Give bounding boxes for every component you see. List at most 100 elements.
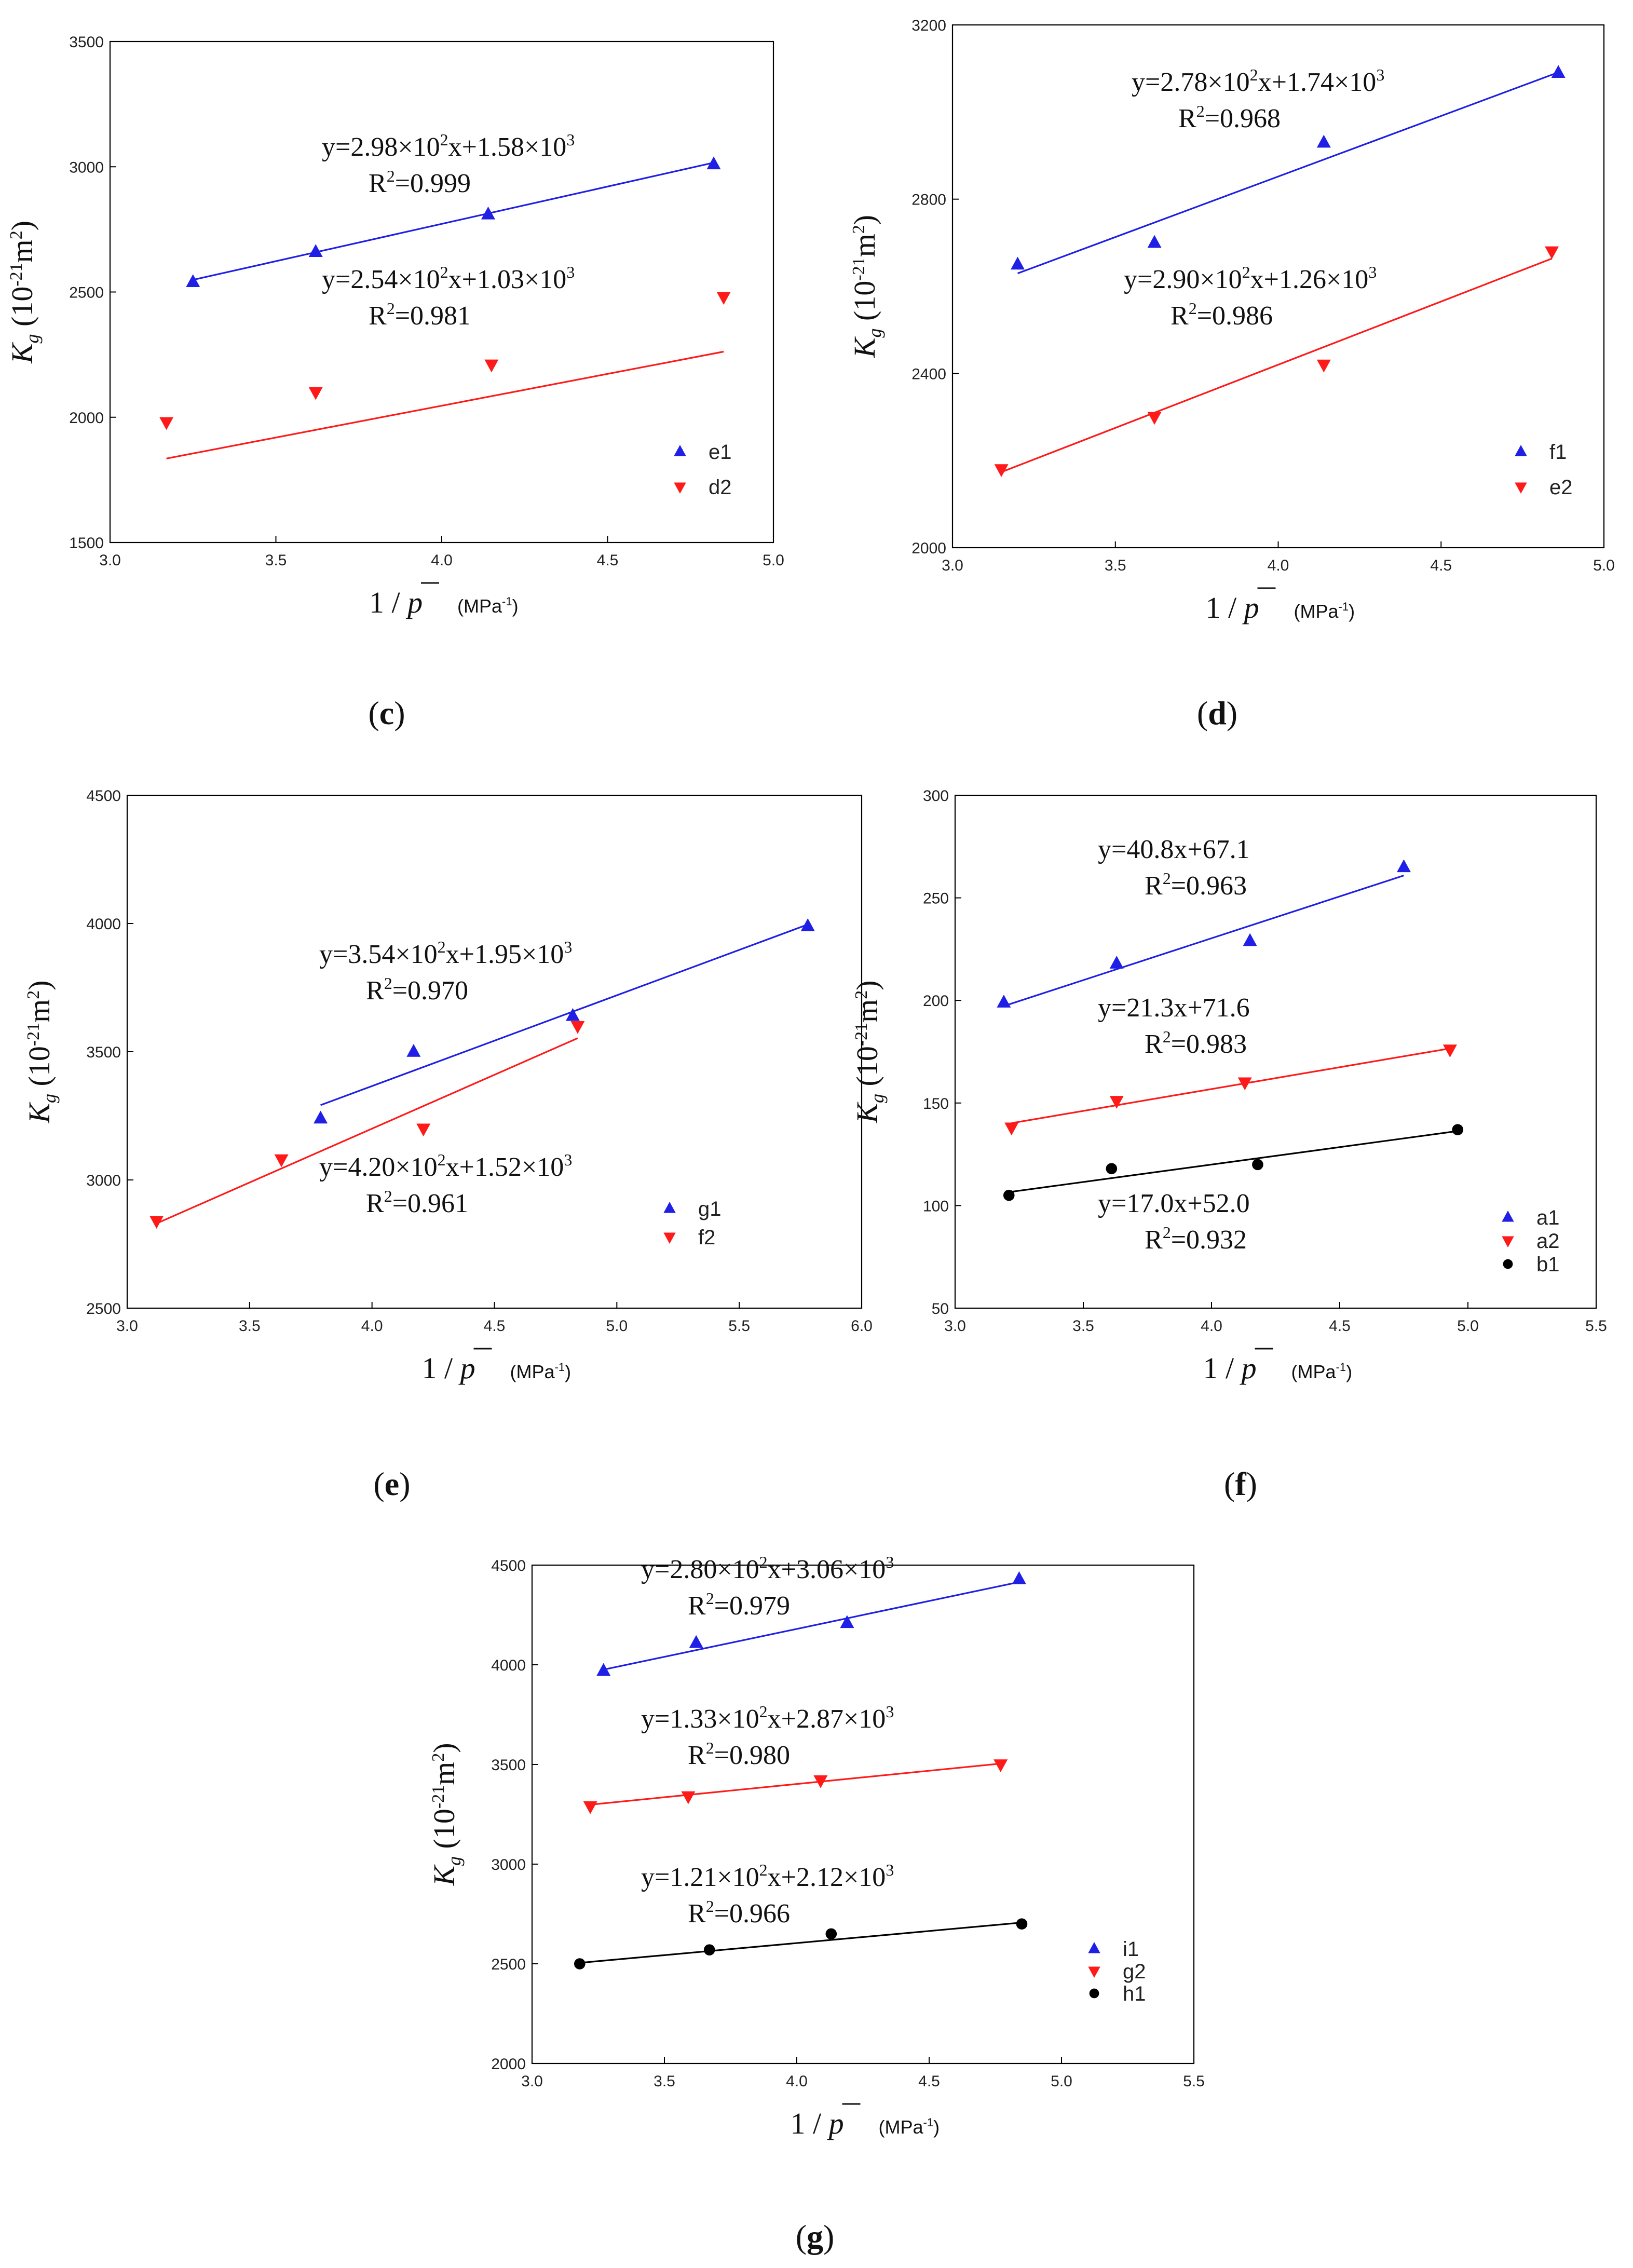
r2-part: =0.983: [1171, 1029, 1247, 1059]
equation-a1: y=40.8x+67.1: [1098, 835, 1250, 864]
x-tick-label: 5.0: [1457, 1318, 1479, 1335]
eq-part: x+2.87×10: [768, 1704, 886, 1734]
y-tick-label: 1500: [69, 535, 104, 552]
x-tick-label: 4.5: [918, 2073, 940, 2090]
series-i1: [596, 1571, 1026, 1676]
eq-part: y=17.0x+52.0: [1098, 1189, 1250, 1218]
data-point-f1: [1551, 65, 1566, 78]
r-squared-a2: R2=0.983: [1145, 1027, 1247, 1059]
legend-marker-d2: [674, 482, 686, 494]
data-point-i1: [840, 1615, 854, 1628]
x-tick-label: 3.5: [239, 1318, 261, 1335]
x-tick-label: 5.0: [606, 1318, 628, 1335]
eq-part: x+3.06×10: [768, 1555, 886, 1584]
fit-line-e1: [193, 161, 714, 281]
legend-marker-a2: [1502, 1236, 1514, 1247]
y-label-exp: -21: [24, 1023, 43, 1046]
unit-exp: -1: [555, 1361, 565, 1374]
fit-line-a2: [1011, 1048, 1450, 1124]
fit-line-h1: [579, 1921, 1022, 1964]
panel-caption: (f): [1224, 1465, 1257, 1502]
y-label-unit: (10: [5, 287, 39, 334]
panel-caption: (d): [1197, 695, 1237, 731]
x-axis-label-var: p: [827, 2107, 844, 2140]
series-a2: [1004, 1044, 1457, 1136]
r-squared-i1: R2=0.979: [688, 1589, 790, 1621]
data-point-a1: [1397, 859, 1411, 873]
data-point-b1: [1252, 1159, 1263, 1171]
data-point-e1: [186, 274, 200, 287]
legend-label-d2: d2: [709, 476, 732, 499]
r2-part: =0.979: [714, 1591, 790, 1621]
r2-exp: 2: [706, 1739, 714, 1757]
x-tick-label: 3.5: [654, 2073, 675, 2090]
equation-i1: y=2.80×102x+3.06×103: [641, 1553, 894, 1584]
data-point-g2: [583, 1801, 597, 1814]
eq-exp: 3: [564, 1150, 572, 1169]
y-label-unit: ): [848, 215, 881, 225]
y-tick-label: 3500: [491, 1757, 526, 1774]
eq-part: y=21.3x+71.6: [1098, 993, 1250, 1023]
eq-part: y=40.8x+67.1: [1098, 835, 1250, 864]
data-point-e2: [1545, 246, 1559, 260]
r-squared-f2: R2=0.961: [366, 1187, 468, 1218]
r2-part: R: [369, 169, 387, 198]
r2-part: =0.961: [392, 1189, 468, 1218]
eq-exp: 3: [564, 938, 572, 956]
legend-label-g1: g1: [698, 1198, 722, 1220]
fit-line-b1: [1009, 1130, 1458, 1193]
legend-marker-a1: [1502, 1211, 1514, 1222]
data-point-e1: [308, 244, 323, 257]
data-point-g1: [565, 1008, 580, 1021]
r2-part: =0.963: [1171, 871, 1247, 901]
unit-part: ): [565, 1361, 571, 1382]
legend-marker-e1: [674, 445, 686, 456]
data-point-h1: [574, 1958, 586, 1970]
data-point-f1: [1147, 235, 1162, 248]
data-point-f2: [274, 1154, 289, 1167]
y-label-unit: m: [427, 1762, 461, 1785]
unit-part: ): [512, 595, 519, 617]
legend-label-h1: h1: [1123, 1982, 1146, 2005]
y-label-exp: -21: [7, 263, 26, 286]
eq-part: y=2.78×10: [1132, 67, 1250, 97]
series-g1: [314, 918, 815, 1124]
r2-exp: 2: [387, 299, 395, 318]
data-point-h1: [703, 1944, 715, 1955]
legend-label-i1: i1: [1123, 1938, 1139, 1961]
panel-d: 3.0 3.5 4.0 4.5 5.0 2000 2400 2800 3200 y=2.78×10…: [848, 17, 1615, 731]
fit-line-a1: [1003, 875, 1404, 1007]
data-point-a2: [1237, 1077, 1252, 1091]
data-point-f1: [1316, 134, 1331, 148]
eq-part: y=1.33×10: [641, 1704, 759, 1734]
data-point-d2: [308, 387, 323, 400]
y-tick-label: 4500: [86, 787, 121, 805]
data-point-i1: [689, 1635, 703, 1648]
data-point-e2: [1147, 412, 1162, 425]
data-point-g2: [994, 1759, 1008, 1772]
legend-label-f2: f2: [698, 1226, 715, 1249]
r2-part: R: [1171, 301, 1189, 331]
y-tick-label: 200: [923, 993, 949, 1010]
eq-part: y=3.54×10: [319, 940, 438, 969]
legend-label-a1: a1: [1536, 1206, 1560, 1229]
series-b1: [1003, 1124, 1464, 1201]
eq-part: y=2.98×10: [322, 132, 440, 162]
y-label-var: K: [22, 1102, 56, 1124]
x-tick-label: 3.0: [521, 2073, 543, 2090]
series-f2: [149, 1021, 585, 1229]
eq-part: y=2.90×10: [1124, 265, 1242, 294]
series-e2: [994, 246, 1559, 477]
data-point-e1: [706, 156, 721, 170]
unit-part: (MPa: [510, 1361, 555, 1382]
y-tick-label: 3000: [491, 1856, 526, 1873]
y-tick-label: 150: [923, 1095, 949, 1112]
equation-g1: y=3.54×102x+1.95×103: [319, 938, 572, 969]
y-label-exp: 2: [7, 230, 26, 239]
equation-a2: y=21.3x+71.6: [1098, 993, 1250, 1023]
data-point-i1: [1012, 1571, 1026, 1584]
data-point-h1: [825, 1928, 837, 1940]
x-tick-label: 3.0: [942, 557, 963, 574]
